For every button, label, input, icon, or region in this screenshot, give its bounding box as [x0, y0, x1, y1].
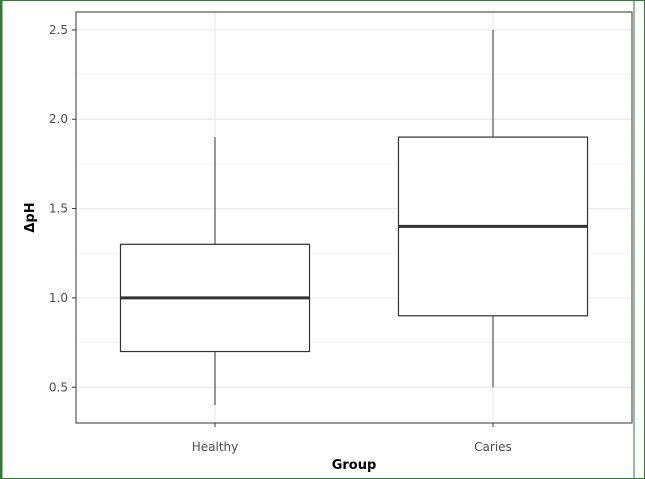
x-axis-title: Group	[332, 458, 377, 473]
x-tick-label: Caries	[474, 440, 512, 454]
y-tick-label: 2.5	[49, 23, 68, 37]
y-tick-label: 2.0	[49, 112, 68, 126]
box-series	[119, 29, 589, 406]
y-tick-label: 1.0	[49, 291, 68, 305]
y-axis-title: ΔpH	[23, 202, 38, 232]
y-tick-label: 0.5	[49, 380, 68, 394]
box-healthy	[119, 137, 311, 406]
plot-panel-border	[75, 11, 633, 424]
y-tick-label: 1.5	[49, 202, 68, 216]
box-caries	[397, 29, 589, 388]
x-tick-label: Healthy	[192, 440, 239, 454]
y-axis-ticks: 0.5 1.0 1.5 2.0 2.5	[49, 23, 76, 394]
x-axis-ticks: Healthy Caries	[192, 423, 512, 454]
figure-left-accent	[0, 0, 3, 479]
